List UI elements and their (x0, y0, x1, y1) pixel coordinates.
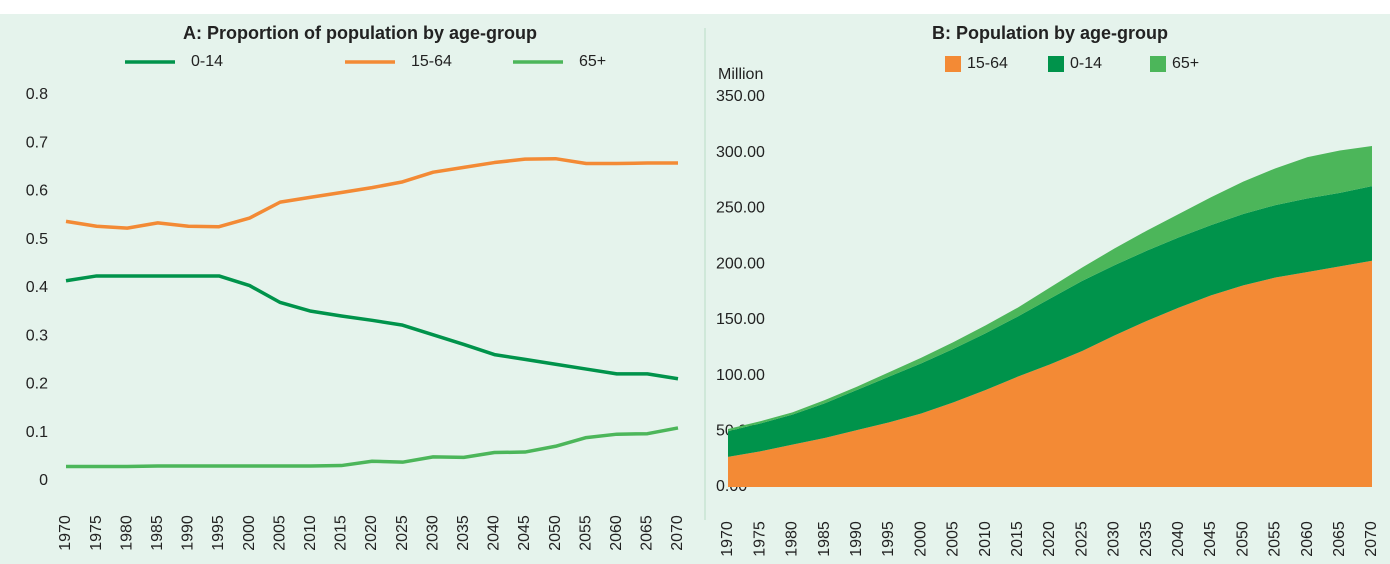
y-tick-label: 350.00 (716, 88, 765, 105)
series-line (65, 156, 678, 230)
series-line (65, 274, 679, 381)
series-area (728, 186, 1372, 457)
x-tick-label: 2055 (577, 515, 594, 551)
x-tick-label: 2025 (394, 515, 411, 551)
x-tick-label: 2015 (1009, 521, 1026, 557)
x-tick-label: 2015 (333, 515, 350, 551)
x-tick-label: 2050 (1234, 521, 1251, 557)
x-tick-label: 2030 (424, 515, 441, 551)
x-tick-label: 2050 (547, 515, 564, 551)
x-tick-label: 1990 (180, 515, 197, 551)
y-tick-label: 0.1 (26, 424, 48, 441)
series-area (728, 146, 1372, 432)
x-tick-label: 1985 (816, 521, 833, 557)
x-tick-label: 2005 (945, 521, 962, 557)
x-tick-label: 2030 (1106, 521, 1123, 557)
y-tick-label: 0.3 (26, 327, 48, 344)
x-tick-label: 2005 (271, 515, 288, 551)
x-tick-label: 2020 (1041, 521, 1058, 557)
x-tick-label: 2060 (608, 515, 625, 551)
x-tick-label: 1975 (88, 515, 105, 551)
x-tick-label: 2045 (516, 515, 533, 551)
x-tick-label: 2025 (1073, 521, 1090, 557)
x-tick-label: 1980 (118, 515, 135, 551)
x-tick-label: 2035 (455, 515, 472, 551)
x-tick-label: 1985 (149, 515, 166, 551)
y-tick-label: 200.00 (716, 255, 765, 272)
x-tick-label: 1970 (57, 515, 74, 551)
series-area (728, 260, 1372, 487)
legend-swatch (1048, 56, 1064, 72)
series-line (66, 426, 679, 469)
x-tick-label: 2010 (302, 515, 319, 551)
x-tick-label: 1975 (751, 521, 768, 557)
y-tick-label: 0 (39, 472, 48, 489)
x-tick-label: 1995 (880, 521, 897, 557)
y-tick-label: 100.00 (716, 367, 765, 384)
x-tick-label: 1980 (784, 521, 801, 557)
y-tick-label: 0.2 (26, 376, 48, 393)
x-tick-label: 1970 (719, 521, 736, 557)
y-tick-label: 250.00 (716, 200, 765, 217)
y-tick-label: 0.7 (26, 134, 48, 151)
x-tick-label: 2070 (1363, 521, 1380, 557)
legend-label: 0-14 (1070, 55, 1102, 72)
y-tick-label: 0.5 (26, 231, 48, 248)
x-tick-label: 2000 (912, 521, 929, 557)
legend-swatch (1150, 56, 1166, 72)
y-tick-label: 0.6 (26, 183, 48, 200)
x-tick-label: 1995 (210, 515, 227, 551)
y-tick-label: 0.8 (26, 86, 48, 103)
top-strip (0, 0, 1390, 14)
y-tick-label: 300.00 (716, 144, 765, 161)
legend-label: 65+ (579, 53, 606, 70)
x-tick-label: 2065 (639, 515, 656, 551)
y-tick-label: 0.4 (26, 279, 48, 296)
x-tick-label: 1990 (848, 521, 865, 557)
legend-label: 15-64 (411, 53, 452, 70)
x-tick-label: 2035 (1138, 521, 1155, 557)
x-tick-label: 2055 (1267, 521, 1284, 557)
x-tick-label: 2065 (1331, 521, 1348, 557)
x-tick-label: 2040 (486, 515, 503, 551)
x-tick-label: 2070 (669, 515, 686, 551)
legend-swatch (945, 56, 961, 72)
x-tick-label: 2010 (977, 521, 994, 557)
legend-label: 15-64 (967, 55, 1008, 72)
x-tick-label: 2045 (1202, 521, 1219, 557)
chart-title: A: Proportion of population by age-group (183, 23, 537, 43)
x-tick-label: 2040 (1170, 521, 1187, 557)
legend-label: 0-14 (191, 53, 223, 70)
legend-label: 65+ (1172, 55, 1199, 72)
y-axis-label: Million (718, 66, 763, 83)
x-tick-label: 2060 (1299, 521, 1316, 557)
x-tick-label: 2020 (363, 515, 380, 551)
x-tick-label: 2000 (241, 515, 258, 551)
y-tick-label: 150.00 (716, 311, 765, 328)
chart-title: B: Population by age-group (932, 23, 1168, 43)
